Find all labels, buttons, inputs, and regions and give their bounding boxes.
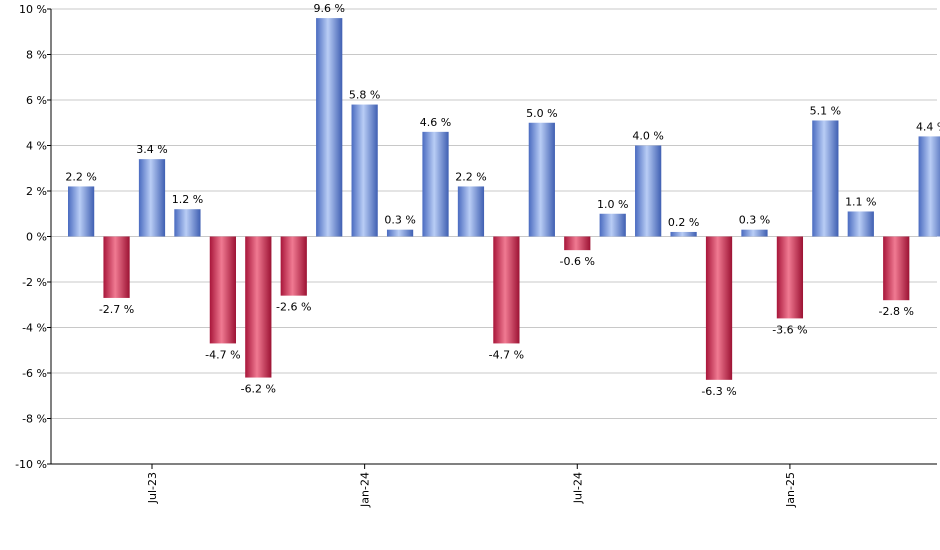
y-tick-label: -4 % [22,322,47,335]
data-label-2024-12: 0.3 % [739,214,770,227]
bar-2024-08 [599,213,626,237]
y-tick-label: 8 % [26,49,47,62]
bar-2023-12 [316,18,343,237]
bar-2023-07 [138,159,166,237]
data-label-2024-04: 2.2 % [455,170,486,183]
bar-2023-10 [245,236,272,378]
y-tick-label: 2 % [26,185,47,198]
data-label-2024-10: 0.2 % [668,216,699,229]
data-label-2024-08: 1.0 % [597,198,628,211]
bar-2024-07 [564,236,591,251]
y-tick-label: -8 % [22,413,47,426]
bar-2024-04 [457,186,485,237]
bar-2023-09 [209,236,236,344]
bar-2023-05 [68,186,95,237]
y-tick-label: 0 % [26,231,47,244]
data-label-2025-04: -2.8 % [879,305,914,318]
y-axis-ticks: 10 % 8 % 6 % 4 % 2 % 0 % -2 % -4 % -6 % -8 % -10 % [15,3,51,471]
data-label-2025-03: 1.1 % [845,195,876,208]
y-tick-label: 10 % [19,3,47,16]
bar-2023-11 [280,236,307,296]
data-label-2024-02: 0.3 % [384,214,415,227]
data-label-2023-11: -2.6 % [276,301,311,314]
data-label-2024-05: -4.7 % [489,348,524,361]
data-label-2023-06: -2.7 % [99,303,134,316]
bars [68,18,940,380]
data-labels: 2.2 % -2.7 % 3.4 % 1.2 % -4.7 % -6.2 % -2.6 % 9… [65,2,940,398]
bar-2024-12 [741,229,768,237]
bar-2024-06 [528,122,555,237]
data-label-2024-09: 4.0 % [632,130,663,143]
data-label-2025-02: 5.1 % [810,104,841,117]
bar-2025-02 [812,120,839,237]
x-tick-label: Jul-24 [571,472,584,504]
x-tick-label: Jan-25 [784,472,797,508]
data-label-2023-12: 9.6 % [313,2,344,15]
bar-2024-02 [386,229,414,237]
data-label-2024-07: -0.6 % [560,255,595,268]
y-tick-label: -6 % [22,367,47,380]
data-label-2024-01: 5.8 % [349,89,380,102]
x-tick-label: Jul-23 [146,472,159,504]
bar-2025-01 [776,236,804,319]
bar-2024-10 [670,231,697,237]
y-tick-label: 6 % [26,94,47,107]
bar-2025-05 [918,136,940,237]
y-tick-label: -10 % [15,458,47,471]
data-label-2024-11: -6.3 % [701,385,736,398]
bar-2024-11 [705,236,733,380]
bar-2024-01 [351,104,378,237]
data-label-2025-05: 4.4 % [916,120,940,133]
data-label-2024-03: 4.6 % [420,116,451,129]
x-axis-ticks: Jul-23 Jan-24 Jul-24 Jan-25 [146,464,797,508]
bar-2024-03 [422,131,449,237]
bar-2023-06 [103,236,130,298]
data-label-2023-07: 3.4 % [136,143,167,156]
data-label-2023-08: 1.2 % [172,193,203,206]
bar-2024-09 [635,145,662,237]
data-label-2023-05: 2.2 % [65,170,96,183]
data-label-2023-10: -6.2 % [241,383,276,396]
bar-2025-04 [883,236,910,301]
data-label-2024-06: 5.0 % [526,107,557,120]
bar-2023-08 [174,209,201,237]
data-label-2023-09: -4.7 % [205,348,240,361]
bar-2024-05 [493,236,520,344]
axes [50,9,937,465]
y-tick-label: 4 % [26,140,47,153]
x-tick-label: Jan-24 [359,472,372,508]
bar-2025-03 [847,211,874,237]
data-label-2025-01: -3.6 % [772,323,807,336]
y-tick-label: -2 % [22,276,47,289]
